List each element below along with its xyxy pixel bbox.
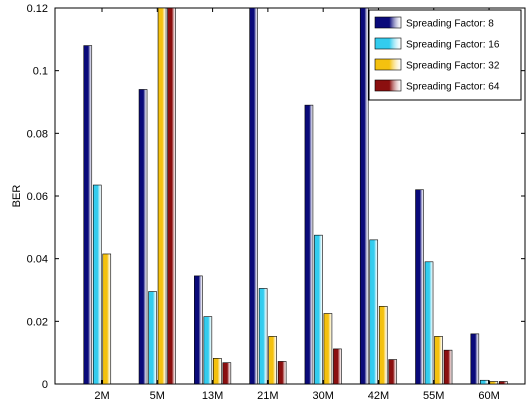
y-tick-label: 0 xyxy=(42,379,48,391)
legend-entry-label: Spreading Factor: 32 xyxy=(406,61,500,72)
legend-entry-label: Spreading Factor: 8 xyxy=(406,19,494,30)
y-tick-label: 0.02 xyxy=(27,316,48,328)
bar-13M-series-4 xyxy=(222,362,232,385)
bar-2M-series-1 xyxy=(83,45,93,385)
bar-21M-series-1 xyxy=(249,7,258,385)
bar-21M-series-3 xyxy=(268,336,277,385)
bar-42M-series-4 xyxy=(388,359,398,385)
bar-5M-series-3 xyxy=(157,7,167,385)
bar-60M-series-2 xyxy=(480,379,489,385)
bar-5M-series-4 xyxy=(167,7,176,385)
legend-swatch xyxy=(374,37,402,50)
y-axis-label: BER xyxy=(11,185,23,208)
x-tick-label: 13M xyxy=(202,390,223,402)
x-tick-label: 42M xyxy=(368,390,389,402)
bar-55M-series-1 xyxy=(415,189,424,385)
legend: Spreading Factor: 8 Spreading Factor: 16 S… xyxy=(368,9,522,101)
legend-entry-label: Spreading Factor: 64 xyxy=(406,82,500,93)
y-tick-label: 0.1 xyxy=(33,66,48,78)
y-tick-label: 0.06 xyxy=(27,191,48,203)
y-tick-label: 0.04 xyxy=(27,254,48,266)
bar-42M-series-2 xyxy=(369,239,379,385)
y-tick-label: 0.12 xyxy=(27,3,48,15)
legend-swatch xyxy=(374,16,402,29)
x-axis-ticks: 2M 5M 13M 21M 30M 42M 55M 60M xyxy=(94,8,500,402)
bar-5M-series-2 xyxy=(148,291,157,385)
bar-5M-series-1 xyxy=(138,89,148,385)
legend-entry-label: Spreading Factor: 16 xyxy=(406,40,500,51)
y-tick-label: 0.08 xyxy=(27,128,48,140)
bar-21M-series-4 xyxy=(277,361,287,385)
bar-21M-series-2 xyxy=(258,288,268,385)
bar-13M-series-1 xyxy=(194,275,203,385)
legend-swatch xyxy=(374,79,402,92)
bar-60M-series-3 xyxy=(489,381,499,385)
bar-13M-series-3 xyxy=(213,358,222,385)
x-tick-label: 5M xyxy=(150,390,165,402)
bar-60M-series-4 xyxy=(499,381,508,385)
bar-42M-series-3 xyxy=(378,305,388,385)
legend-swatch xyxy=(374,58,402,71)
bar-13M-series-2 xyxy=(203,316,213,385)
bar-60M-series-1 xyxy=(470,333,480,385)
bar-55M-series-4 xyxy=(443,349,453,385)
x-tick-label: 60M xyxy=(478,390,499,402)
bar-2M-series-3 xyxy=(102,253,112,385)
bar-2M-series-2 xyxy=(92,184,102,385)
x-tick-label: 2M xyxy=(94,390,109,402)
y-axis-ticks: 0 0.02 0.04 0.06 0.08 0.1 0.12 xyxy=(27,3,525,391)
bar-30M-series-3 xyxy=(323,313,333,385)
bar-55M-series-3 xyxy=(434,336,443,385)
bar-30M-series-2 xyxy=(314,234,323,385)
bar-30M-series-4 xyxy=(333,348,342,385)
bar-30M-series-1 xyxy=(304,104,314,385)
x-tick-label: 30M xyxy=(312,390,333,402)
x-tick-label: 21M xyxy=(257,390,278,402)
x-tick-label: 55M xyxy=(423,390,444,402)
bar-55M-series-2 xyxy=(424,261,434,385)
bar-42M-series-1 xyxy=(359,7,369,385)
